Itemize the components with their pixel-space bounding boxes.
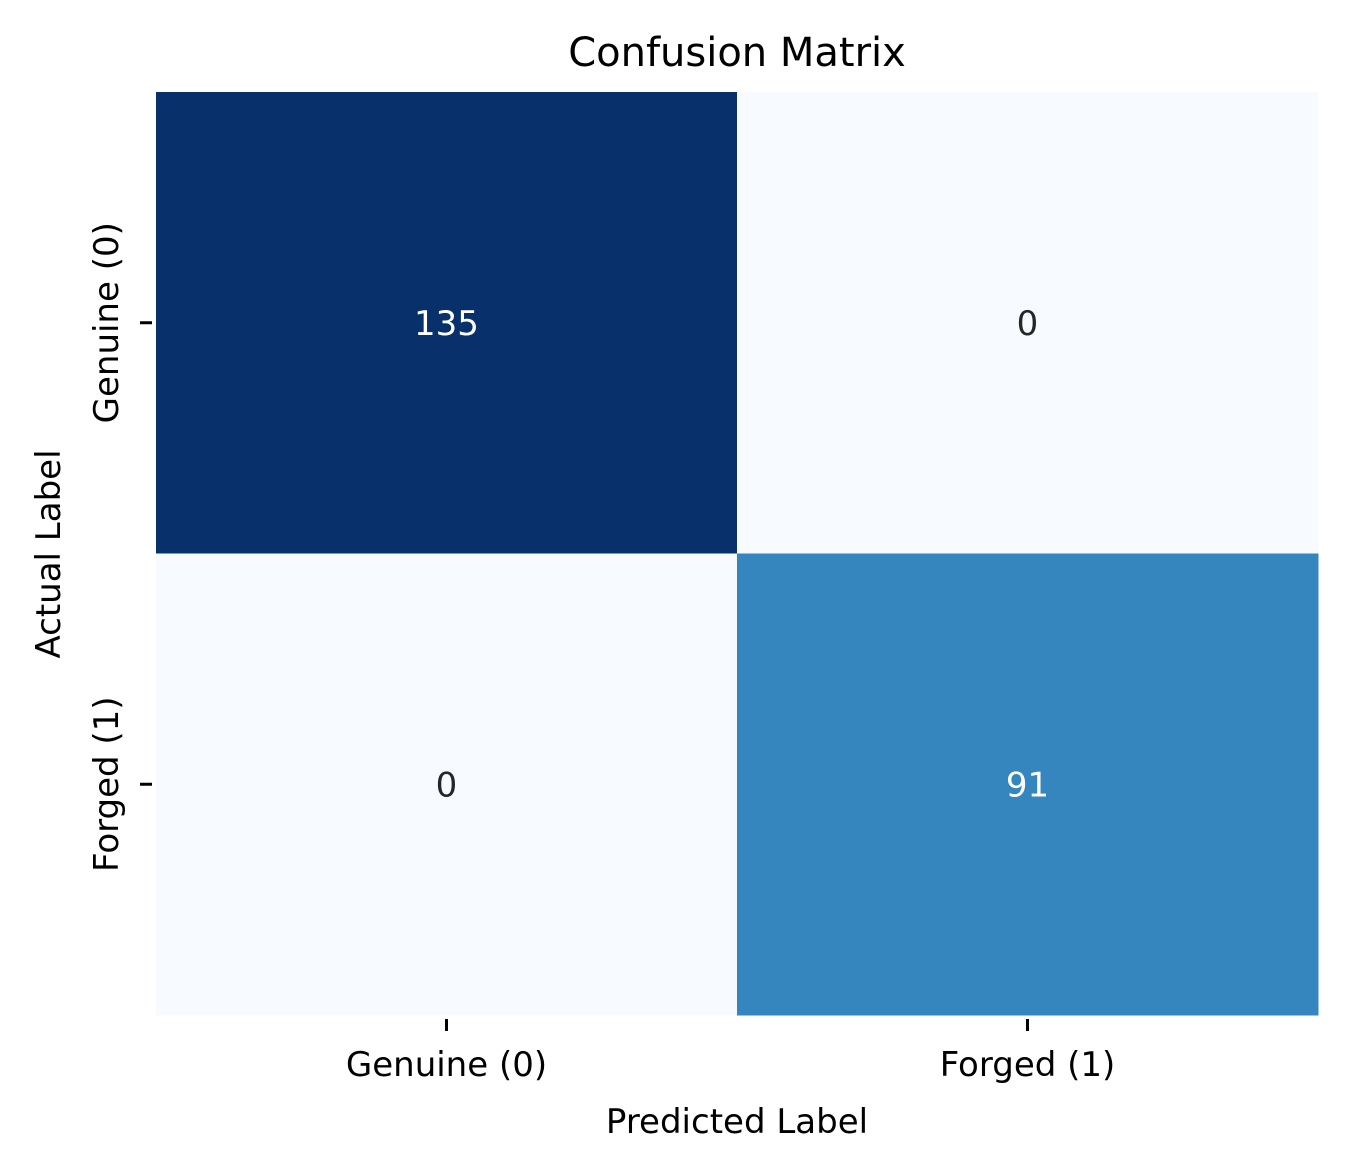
y-axis-ticks: Genuine (0) Forged (1) <box>87 222 152 872</box>
x-tick-label-0: Genuine (0) <box>346 1045 547 1085</box>
cell-value-r1-c1: 91 <box>1006 765 1049 805</box>
chart-title: Confusion Matrix <box>568 30 906 76</box>
x-tick-label-1: Forged (1) <box>940 1045 1116 1085</box>
heatmap-cell-r1-c1 <box>737 553 1319 1016</box>
heatmap-cell-r0-c1 <box>737 92 1319 554</box>
y-tick-label-1: Forged (1) <box>87 696 127 872</box>
y-axis-label: Actual Label <box>29 449 69 658</box>
heatmap-cell-r0-c0 <box>156 92 738 554</box>
cell-value-r0-c1: 0 <box>1017 304 1039 344</box>
cell-value-r1-c0: 0 <box>436 765 458 805</box>
x-axis-ticks: Genuine (0) Forged (1) <box>346 1019 1115 1085</box>
cell-value-r0-c0: 135 <box>414 304 479 344</box>
x-axis-label: Predicted Label <box>606 1102 868 1142</box>
y-tick-label-0: Genuine (0) <box>87 222 127 423</box>
heatmap-cell-r1-c0 <box>156 553 738 1016</box>
heatmap-cell-labels: 135 0 0 91 <box>414 304 1049 806</box>
heatmap-cells <box>156 92 1319 1016</box>
